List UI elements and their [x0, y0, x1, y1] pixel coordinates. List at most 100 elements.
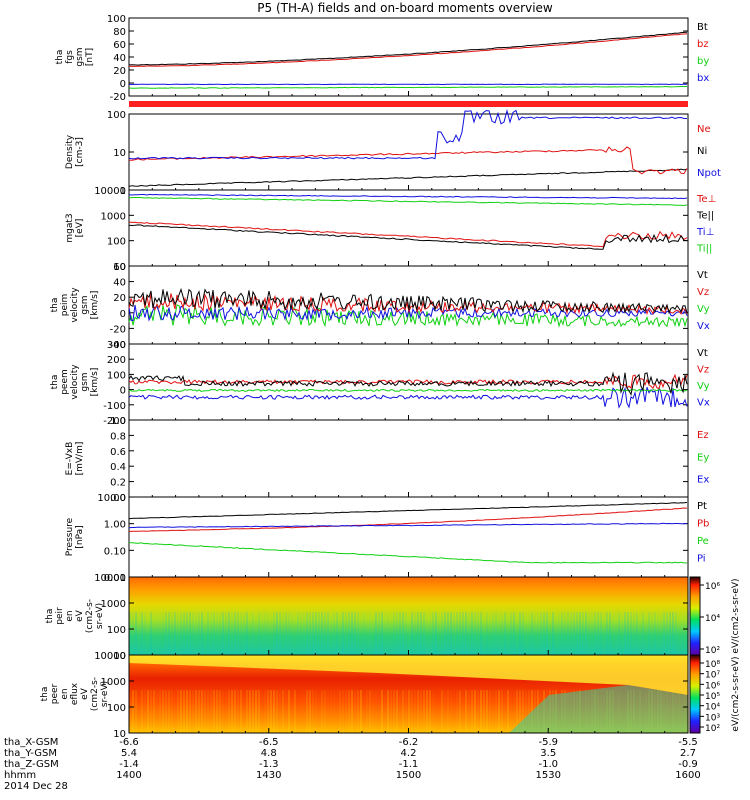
spectrogram-streak — [516, 690, 518, 733]
spectrogram-streak — [411, 690, 413, 733]
spectrogram-streak — [336, 690, 338, 733]
spectrogram-streak — [420, 690, 422, 733]
spectrogram-streak — [156, 690, 158, 733]
spectrogram-streak — [432, 690, 434, 733]
spectrogram-streak — [171, 690, 173, 733]
spectrogram-streak — [489, 612, 491, 655]
spectrogram-streak — [222, 690, 224, 733]
y-tick-label: 100 — [107, 370, 126, 381]
x-row-name: tha_Z-GSM — [4, 759, 59, 770]
x-row-value: -1.3 — [259, 759, 279, 770]
spectrogram-streak — [414, 612, 416, 655]
spectrogram-streak — [411, 612, 413, 655]
spectrogram-streak — [135, 690, 137, 733]
y-tick-label: 10000 — [94, 573, 126, 584]
spectrogram-streak — [480, 612, 482, 655]
spectrogram-streak — [483, 690, 485, 733]
x-row-name: tha_X-GSM — [4, 737, 58, 748]
spectrogram-streak — [483, 612, 485, 655]
spectrogram-streak — [627, 612, 629, 655]
spectrogram-streak — [162, 612, 164, 655]
y-axis-label: gsm — [80, 295, 90, 314]
separator-bar — [129, 101, 688, 107]
spectrogram-streak — [492, 612, 494, 655]
spectrogram-streak — [669, 612, 671, 655]
spectrogram-streak — [261, 690, 263, 733]
y-tick-label: 60 — [113, 262, 126, 273]
y-axis-label: gsm — [75, 47, 85, 66]
spectrogram-streak — [360, 690, 362, 733]
trace-Vt — [128, 371, 688, 397]
spectrogram-streak — [441, 612, 443, 655]
panel-peirspec: 10000 1000 100 10 tha peir en eV (cm2-s-sr-eV) — [45, 573, 689, 662]
y-axis-label: eV — [80, 687, 90, 700]
spectrogram-streak — [450, 612, 452, 655]
y-tick-label: 10000 — [94, 651, 126, 662]
spectrogram-streak — [390, 612, 392, 655]
colorbar-tick-label: 10² — [705, 646, 720, 656]
spectrogram-streak — [429, 612, 431, 655]
spectrogram-streak — [369, 612, 371, 655]
spectrogram-streak — [618, 612, 620, 655]
spectrogram-streak — [498, 690, 500, 733]
trace-Te-par — [128, 224, 688, 250]
x-row-value: 1400 — [116, 770, 141, 781]
spectrogram-streak — [453, 690, 455, 733]
spectrogram-streak — [645, 612, 647, 655]
spectrogram-streak — [210, 690, 212, 733]
spectrogram-streak — [192, 612, 194, 655]
spectrogram-streak — [561, 612, 563, 655]
spectrogram-streak — [264, 612, 266, 655]
y-tick-label: -20 — [110, 92, 126, 103]
spectrogram-streak — [360, 612, 362, 655]
spectrogram-streak — [252, 612, 254, 655]
x-row-name: hhmm — [4, 770, 36, 781]
legend-Ey: Ey — [697, 452, 709, 463]
spectrogram-band — [509, 685, 688, 733]
y-tick-label: 40 — [113, 278, 126, 289]
spectrogram-streak — [357, 612, 359, 655]
spectrogram-streak — [567, 612, 569, 655]
legend-Npot: Npot — [697, 168, 721, 179]
spectrogram-streak — [447, 690, 449, 733]
trace-Pe — [128, 542, 688, 564]
spectrogram-streak — [444, 690, 446, 733]
y-axis-label: [eV] — [75, 219, 85, 238]
spectrogram-streak — [153, 612, 155, 655]
colorbar-tick-label: 10⁸ — [705, 660, 720, 670]
spectrogram-streak — [309, 612, 311, 655]
plot-title: P5 (TH-A) fields and on-board moments ov… — [257, 1, 553, 15]
y-axis-label: Pressure — [65, 517, 75, 556]
x-row-value: -6.6 — [119, 737, 139, 748]
y-axis-label: eflux — [70, 682, 80, 705]
y-tick-label: 1.00 — [104, 520, 126, 531]
spectrogram-streak — [573, 612, 575, 655]
spectrogram-streak — [249, 612, 251, 655]
y-tick-label: 1000 — [101, 677, 126, 688]
spectrogram-streak — [135, 612, 137, 655]
y-tick-label: 40 — [113, 53, 126, 64]
legend-Ez: Ez — [697, 430, 709, 441]
spectrogram-streak — [291, 690, 293, 733]
legend-by: by — [697, 56, 709, 67]
spectrogram-streak — [378, 690, 380, 733]
spectrogram-streak — [234, 690, 236, 733]
spectrogram-streak — [519, 612, 521, 655]
spectrogram-streak — [447, 612, 449, 655]
legend-Vz: Vz — [697, 365, 709, 376]
spectrogram-streak — [402, 612, 404, 655]
spectrogram-streak — [339, 612, 341, 655]
spectrogram-streak — [390, 690, 392, 733]
colorbar-fill — [689, 654, 701, 734]
spectrogram-streak — [438, 612, 440, 655]
x-date: 2014 Dec 28 — [4, 781, 68, 792]
spectrogram-streak — [288, 690, 290, 733]
y-axis-label: eV — [75, 609, 85, 622]
y-tick-label: 0 — [120, 309, 126, 320]
spectrogram-streak — [159, 612, 161, 655]
y-tick-label: 80 — [113, 27, 126, 38]
y-tick-label: -100 — [103, 401, 126, 412]
spectrogram-streak — [237, 690, 239, 733]
x-axis-annotations: tha_X-GSM -6.6 -6.5 -6.2 -5.9 -5.5 tha_Y-GSM 5.… — [4, 737, 701, 792]
spectrogram-streak — [249, 690, 251, 733]
